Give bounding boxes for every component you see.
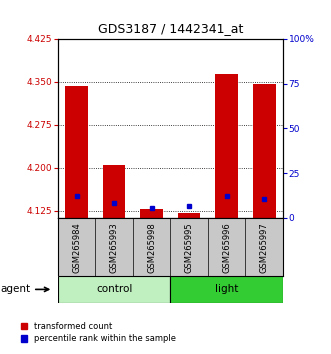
Bar — [178, 213, 201, 218]
Text: GSM265998: GSM265998 — [147, 222, 156, 273]
Bar — [58, 276, 170, 303]
Text: GSM265993: GSM265993 — [110, 222, 119, 273]
Text: light: light — [215, 284, 238, 295]
Bar — [66, 86, 88, 218]
Bar — [140, 210, 163, 218]
Bar — [170, 276, 283, 303]
Text: GSM265984: GSM265984 — [72, 222, 81, 273]
Text: GSM265997: GSM265997 — [260, 222, 269, 273]
Text: GSM265996: GSM265996 — [222, 222, 231, 273]
Text: GDS3187 / 1442341_at: GDS3187 / 1442341_at — [98, 22, 243, 35]
Text: control: control — [96, 284, 132, 295]
Text: agent: agent — [0, 284, 49, 295]
Bar — [103, 165, 125, 218]
Bar — [215, 74, 238, 218]
Bar — [253, 84, 275, 218]
Legend: transformed count, percentile rank within the sample: transformed count, percentile rank withi… — [21, 322, 176, 343]
Text: GSM265995: GSM265995 — [185, 222, 194, 273]
